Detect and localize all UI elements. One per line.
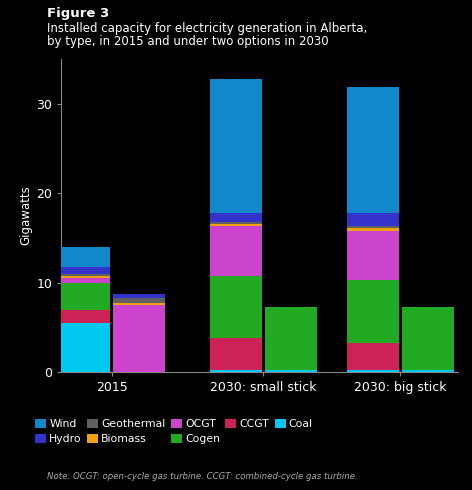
Bar [210, 213, 262, 222]
Bar [347, 88, 399, 213]
Text: Figure 3: Figure 3 [47, 7, 110, 21]
Bar [210, 222, 262, 223]
Bar [59, 310, 110, 323]
Legend: Wind, Hydro, Geothermal, Biomass, OCGT, Cogen, CCGT, Coal: Wind, Hydro, Geothermal, Biomass, OCGT, … [35, 418, 313, 444]
Bar [59, 283, 110, 310]
Bar [210, 226, 262, 276]
Text: Note: OCGT: open-cycle gas turbine. CCGT: combined-cycle gas turbine.: Note: OCGT: open-cycle gas turbine. CCGT… [47, 472, 358, 481]
Bar [347, 280, 399, 343]
Bar [402, 370, 454, 372]
Bar [59, 247, 110, 267]
Bar [265, 370, 317, 372]
Text: Installed capacity for electricity generation in Alberta,: Installed capacity for electricity gener… [47, 22, 367, 35]
Bar [113, 294, 165, 298]
Bar [59, 274, 110, 276]
Bar [59, 276, 110, 278]
Bar [59, 267, 110, 274]
Bar [59, 323, 110, 372]
Bar [402, 307, 454, 370]
Bar [347, 228, 399, 231]
Bar [347, 370, 399, 372]
Bar [210, 223, 262, 226]
Bar [210, 370, 262, 372]
Bar [113, 298, 165, 302]
Bar [113, 305, 165, 372]
Bar [210, 276, 262, 339]
Bar [347, 231, 399, 280]
Y-axis label: Gigawatts: Gigawatts [19, 186, 32, 245]
Bar [210, 339, 262, 370]
Bar [113, 302, 165, 305]
Bar [265, 307, 317, 370]
Bar [59, 278, 110, 283]
Bar [347, 343, 399, 370]
Bar [347, 213, 399, 226]
Bar [210, 78, 262, 213]
Text: by type, in 2015 and under two options in 2030: by type, in 2015 and under two options i… [47, 35, 329, 49]
Bar [347, 226, 399, 228]
